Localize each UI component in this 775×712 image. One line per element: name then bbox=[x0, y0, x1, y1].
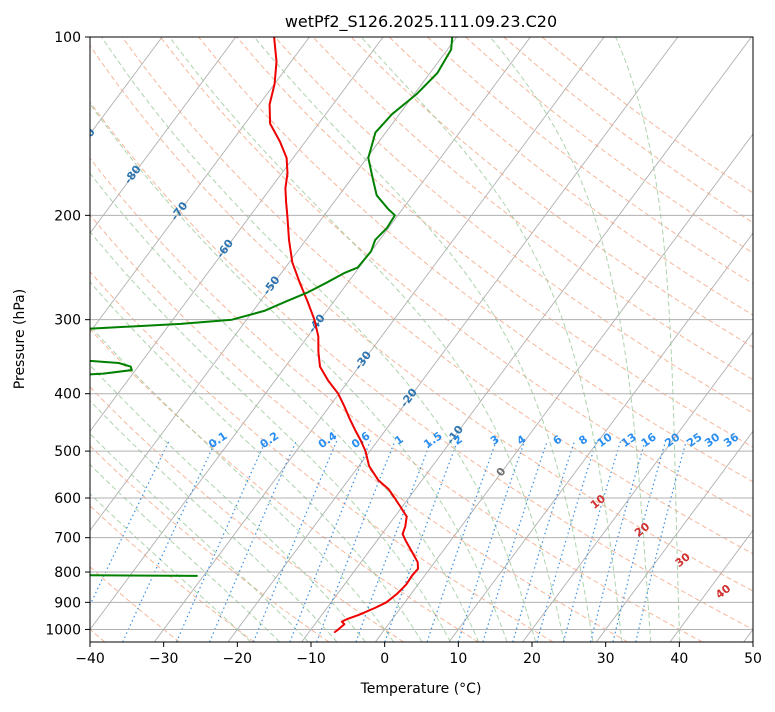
isotherm-line bbox=[81, 37, 531, 642]
moist-adiabat-line bbox=[0, 37, 251, 642]
moist-adiabat-line bbox=[0, 37, 422, 642]
x-tick-label: −20 bbox=[223, 651, 253, 667]
mixing-ratio-line bbox=[591, 441, 646, 642]
mixing-ratio-line bbox=[317, 441, 396, 642]
mixing-ratio-label: 16 bbox=[639, 430, 659, 450]
y-axis-ticks: 100 200 300 400 500 600 700 800 900 1000 bbox=[45, 30, 90, 638]
temperature-profile bbox=[270, 37, 418, 632]
isotherm-label: -30 bbox=[352, 348, 374, 372]
isotherm-line bbox=[375, 37, 775, 642]
isotherm-line bbox=[228, 37, 678, 642]
mixing-ratio-line bbox=[537, 441, 597, 642]
moist-adiabat-line bbox=[0, 37, 479, 642]
isotherm-line bbox=[744, 37, 775, 642]
mixing-ratio-label: 36 bbox=[721, 430, 741, 450]
dry-adiabat-line bbox=[504, 37, 775, 642]
y-tick-label: 500 bbox=[54, 444, 81, 460]
dry-adiabat-label: 30 bbox=[673, 550, 693, 570]
mixing-ratio-label: 8 bbox=[576, 433, 590, 448]
x-tick-label: −10 bbox=[296, 651, 326, 667]
dry-adiabat-line bbox=[351, 37, 775, 642]
mixing-ratio-line bbox=[123, 441, 216, 642]
y-tick-label: 600 bbox=[54, 491, 81, 507]
x-tick-label: 30 bbox=[597, 651, 615, 667]
isotherm-label: -100 bbox=[27, 85, 54, 115]
moist-adiabat-line bbox=[0, 37, 394, 642]
mixing-ratio-label: 1.5 bbox=[421, 429, 444, 451]
mixing-ratio-label: 30 bbox=[702, 430, 722, 450]
y-tick-label: 400 bbox=[54, 387, 81, 403]
mixing-ratio-label: 20 bbox=[662, 430, 682, 450]
y-tick-label: 800 bbox=[54, 565, 81, 581]
y-tick-label: 300 bbox=[54, 313, 81, 329]
moist-adiabat-line bbox=[361, 37, 622, 642]
mixing-ratio-line bbox=[483, 441, 548, 642]
moist-adiabat-line bbox=[0, 37, 450, 642]
isotherm-line bbox=[0, 37, 236, 642]
mixing-ratio-label: 0.2 bbox=[258, 429, 281, 451]
dry-adiabat-line bbox=[313, 37, 775, 642]
x-tick-label: −30 bbox=[149, 651, 179, 667]
dry-adiabat-line bbox=[466, 37, 775, 642]
mixing-ratio-label: 4 bbox=[515, 432, 529, 447]
chart-title: wetPf2_S126.2025.111.09.23.C20 bbox=[285, 12, 557, 32]
mixing-ratio-label: 0.4 bbox=[316, 429, 340, 451]
isotherm-label: -20 bbox=[398, 386, 420, 410]
mixing-ratio-label: 0.1 bbox=[206, 429, 229, 451]
background-lines bbox=[0, 37, 775, 642]
y-tick-label: 700 bbox=[54, 531, 81, 547]
isotherm-label: -90 bbox=[76, 125, 98, 149]
mixing-ratio-label: 10 bbox=[595, 430, 615, 450]
x-tick-label: 10 bbox=[449, 651, 467, 667]
dry-adiabat-label: 10 bbox=[588, 492, 608, 512]
mixing-ratio-line bbox=[73, 441, 170, 642]
moist-adiabat-line bbox=[490, 37, 651, 642]
mixing-ratio-label: 1 bbox=[392, 433, 406, 448]
x-tick-label: 20 bbox=[523, 651, 541, 667]
isotherm-label: 0 bbox=[494, 465, 509, 479]
y-axis-label: Pressure (hPa) bbox=[12, 289, 28, 389]
dry-adiabat-line bbox=[0, 37, 478, 642]
isotherm-line bbox=[0, 37, 309, 642]
isotherm-line bbox=[0, 37, 383, 642]
moist-adiabat-line bbox=[616, 37, 680, 642]
x-tick-label: 0 bbox=[380, 651, 389, 667]
dry-adiabat-label: 40 bbox=[713, 582, 733, 602]
mixing-ratio-line bbox=[613, 441, 666, 642]
moist-adiabat-line bbox=[0, 37, 308, 642]
x-axis-ticks: −40 −30 −20 −10 0 10 20 30 40 50 bbox=[75, 642, 762, 667]
dry-adiabat-line bbox=[428, 37, 775, 642]
x-tick-label: 50 bbox=[744, 651, 762, 667]
mixing-ratio-line bbox=[564, 441, 621, 642]
x-axis-label: Temperature (°C) bbox=[360, 681, 482, 697]
dry-adiabat-label: 20 bbox=[632, 520, 652, 540]
mixing-ratio-label: 25 bbox=[685, 430, 705, 449]
x-tick-label: 40 bbox=[670, 651, 688, 667]
x-tick-label: −40 bbox=[75, 651, 105, 667]
y-tick-label: 100 bbox=[54, 30, 81, 46]
y-tick-label: 200 bbox=[54, 208, 81, 224]
dry-adiabat-line bbox=[0, 37, 553, 642]
mixing-ratio-line bbox=[210, 441, 297, 642]
isotherm-line bbox=[670, 37, 775, 642]
y-tick-label: 1000 bbox=[45, 622, 81, 638]
isotherm-line bbox=[449, 37, 775, 642]
isotherm-label: -80 bbox=[122, 163, 144, 187]
isotherm-label: -60 bbox=[214, 237, 236, 261]
y-tick-label: 900 bbox=[54, 595, 81, 611]
dry-adiabat-line bbox=[275, 37, 775, 642]
isotherm-label: -50 bbox=[260, 273, 282, 297]
mixing-ratio-label: 3 bbox=[488, 433, 502, 448]
mixing-ratio-line bbox=[427, 441, 496, 642]
plot-frame bbox=[90, 37, 753, 642]
isotherm-line bbox=[7, 37, 457, 642]
